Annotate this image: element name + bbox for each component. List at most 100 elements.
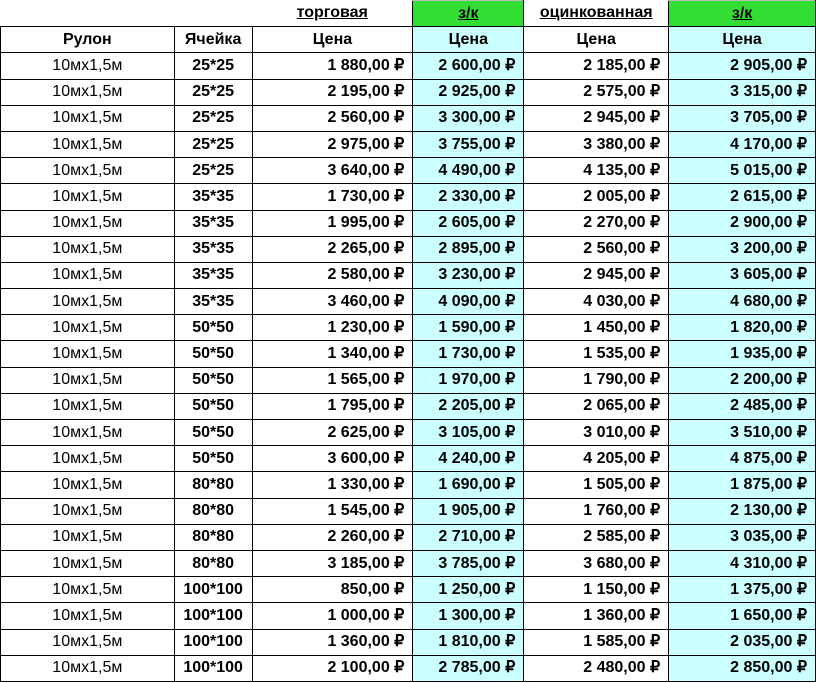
price-trade-zk-cell: 1 730,00 ₽ bbox=[412, 340, 525, 368]
mesh-cell: 80*80 bbox=[173, 523, 253, 551]
price-galvanized-zk-cell: 2 485,00 ₽ bbox=[668, 392, 816, 421]
price-trade-zk-cell: 1 905,00 ₽ bbox=[412, 497, 525, 525]
table-row: 10мх1,5м 50*50 1 565,00 ₽1 970,00 ₽1 790,0… bbox=[0, 366, 816, 394]
price-trade-zk-cell: 1 810,00 ₽ bbox=[412, 628, 525, 656]
price-galvanized-zk-cell: 2 850,00 ₽ bbox=[668, 654, 816, 682]
price-trade-cell: 1 730,00 ₽ bbox=[251, 183, 414, 211]
mesh-cell: 100*100 bbox=[173, 628, 253, 656]
roll-size-cell: 10мх1,5м bbox=[0, 314, 175, 342]
price-galvanized-cell: 4 135,00 ₽ bbox=[523, 157, 670, 185]
table-row: 10мх1,5м 100*100 850,00 ₽1 250,00 ₽1 150,0… bbox=[0, 576, 816, 604]
roll-size-cell: 10мх1,5м bbox=[0, 471, 175, 499]
mesh-cell: 50*50 bbox=[173, 340, 253, 368]
price-galvanized-cell: 1 360,00 ₽ bbox=[523, 602, 670, 630]
column-header-price: Цена bbox=[251, 26, 414, 54]
table-row: 10мх1,5м 35*35 2 265,00 ₽2 895,00 ₽2 560,0… bbox=[0, 235, 816, 263]
price-trade-cell: 3 640,00 ₽ bbox=[251, 157, 414, 185]
price-galvanized-zk-cell: 3 510,00 ₽ bbox=[668, 418, 816, 447]
roll-size-cell: 10мх1,5м bbox=[0, 392, 175, 421]
price-trade-zk-cell: 1 250,00 ₽ bbox=[412, 576, 525, 604]
table-row: 10мх1,5м 25*25 2 195,00 ₽2 925,00 ₽2 575,0… bbox=[0, 78, 816, 106]
price-galvanized-zk-cell: 4 875,00 ₽ bbox=[668, 445, 816, 473]
price-trade-zk-cell: 1 590,00 ₽ bbox=[412, 314, 525, 342]
price-galvanized-cell: 2 270,00 ₽ bbox=[523, 209, 670, 237]
price-trade-cell: 2 100,00 ₽ bbox=[251, 654, 414, 682]
price-trade-zk-cell: 4 490,00 ₽ bbox=[412, 157, 525, 185]
price-galvanized-cell: 4 030,00 ₽ bbox=[523, 288, 670, 316]
table-row: 10мх1,5м 50*50 1 340,00 ₽1 730,00 ₽1 535,0… bbox=[0, 340, 816, 368]
roll-size-cell: 10мх1,5м bbox=[0, 340, 175, 368]
roll-size-cell: 10мх1,5м bbox=[0, 183, 175, 211]
price-trade-zk-cell: 4 240,00 ₽ bbox=[412, 445, 525, 473]
price-galvanized-zk-cell: 4 310,00 ₽ bbox=[668, 549, 816, 578]
mesh-cell: 80*80 bbox=[173, 497, 253, 525]
mesh-cell: 35*35 bbox=[173, 261, 253, 290]
price-galvanized-cell: 4 205,00 ₽ bbox=[523, 445, 670, 473]
price-trade-cell: 3 600,00 ₽ bbox=[251, 445, 414, 473]
price-trade-zk-cell: 2 330,00 ₽ bbox=[412, 183, 525, 211]
price-trade-cell: 1 880,00 ₽ bbox=[251, 52, 414, 80]
price-galvanized-cell: 2 585,00 ₽ bbox=[523, 523, 670, 551]
price-trade-cell: 1 230,00 ₽ bbox=[251, 314, 414, 342]
price-galvanized-cell: 1 505,00 ₽ bbox=[523, 471, 670, 499]
price-galvanized-cell: 3 680,00 ₽ bbox=[523, 549, 670, 578]
mesh-cell: 50*50 bbox=[173, 418, 253, 447]
price-galvanized-zk-cell: 3 705,00 ₽ bbox=[668, 104, 816, 132]
price-galvanized-zk-cell: 2 615,00 ₽ bbox=[668, 183, 816, 211]
table-row: 10мх1,5м 80*80 3 185,00 ₽3 785,00 ₽3 680,0… bbox=[0, 549, 816, 578]
price-trade-cell: 1 360,00 ₽ bbox=[251, 628, 414, 656]
column-header-row: Рулон Ячейка Цена Цена Цена Цена bbox=[0, 26, 816, 54]
roll-size-cell: 10мх1,5м bbox=[0, 654, 175, 682]
mesh-cell: 25*25 bbox=[173, 157, 253, 185]
table-row: 10мх1,5м 50*50 3 600,00 ₽4 240,00 ₽4 205,0… bbox=[0, 445, 816, 473]
price-galvanized-zk-cell: 2 905,00 ₽ bbox=[668, 52, 816, 80]
blank-header-cell bbox=[1, 1, 175, 27]
price-galvanized-cell: 2 945,00 ₽ bbox=[523, 104, 670, 132]
price-galvanized-cell: 1 535,00 ₽ bbox=[523, 340, 670, 368]
price-trade-zk-cell: 2 710,00 ₽ bbox=[412, 523, 525, 551]
price-trade-zk-cell: 3 300,00 ₽ bbox=[412, 104, 525, 132]
roll-size-cell: 10мх1,5м bbox=[0, 497, 175, 525]
price-galvanized-zk-cell: 2 200,00 ₽ bbox=[668, 366, 816, 394]
price-trade-cell: 1 340,00 ₽ bbox=[251, 340, 414, 368]
price-galvanized-zk-cell: 2 900,00 ₽ bbox=[668, 209, 816, 237]
price-trade-cell: 1 545,00 ₽ bbox=[251, 497, 414, 525]
table-row: 10мх1,5м 25*25 2 560,00 ₽3 300,00 ₽2 945,0… bbox=[0, 104, 816, 132]
group-header-row: торговая з/к оцинкованная з/к bbox=[1, 0, 816, 27]
roll-size-cell: 10мх1,5м bbox=[0, 52, 175, 80]
column-header-cell: Ячейка bbox=[173, 26, 253, 54]
price-galvanized-zk-cell: 2 035,00 ₽ bbox=[668, 628, 816, 656]
price-trade-zk-cell: 3 755,00 ₽ bbox=[412, 130, 525, 159]
mesh-cell: 35*35 bbox=[173, 209, 253, 237]
table-row: 10мх1,5м 35*35 2 580,00 ₽3 230,00 ₽2 945,0… bbox=[0, 261, 816, 290]
price-galvanized-zk-cell: 4 170,00 ₽ bbox=[668, 130, 816, 159]
roll-size-cell: 10мх1,5м bbox=[0, 261, 175, 290]
price-galvanized-cell: 1 790,00 ₽ bbox=[523, 366, 670, 394]
price-galvanized-zk-cell: 1 820,00 ₽ bbox=[668, 314, 816, 342]
price-trade-zk-cell: 1 970,00 ₽ bbox=[412, 366, 525, 394]
price-galvanized-cell: 1 450,00 ₽ bbox=[523, 314, 670, 342]
price-galvanized-cell: 3 010,00 ₽ bbox=[523, 418, 670, 447]
price-trade-zk-cell: 2 895,00 ₽ bbox=[412, 235, 525, 263]
roll-size-cell: 10мх1,5м bbox=[0, 78, 175, 106]
price-galvanized-cell: 2 575,00 ₽ bbox=[523, 78, 670, 106]
roll-size-cell: 10мх1,5м bbox=[0, 235, 175, 263]
mesh-cell: 50*50 bbox=[173, 445, 253, 473]
price-trade-cell: 2 625,00 ₽ bbox=[251, 418, 414, 447]
table-row: 10мх1,5м 100*100 2 100,00 ₽2 785,00 ₽2 480… bbox=[0, 654, 816, 682]
table-row: 10мх1,5м 80*80 1 330,00 ₽1 690,00 ₽1 505,0… bbox=[0, 471, 816, 499]
mesh-cell: 50*50 bbox=[173, 392, 253, 421]
roll-size-cell: 10мх1,5м bbox=[0, 523, 175, 551]
roll-size-cell: 10мх1,5м bbox=[0, 209, 175, 237]
price-trade-cell: 850,00 ₽ bbox=[251, 576, 414, 604]
mesh-cell: 25*25 bbox=[173, 52, 253, 80]
price-galvanized-zk-cell: 1 650,00 ₽ bbox=[668, 602, 816, 630]
roll-size-cell: 10мх1,5м bbox=[0, 628, 175, 656]
mesh-cell: 25*25 bbox=[173, 104, 253, 132]
mesh-cell: 100*100 bbox=[173, 576, 253, 604]
mesh-cell: 35*35 bbox=[173, 235, 253, 263]
price-trade-cell: 3 185,00 ₽ bbox=[251, 549, 414, 578]
